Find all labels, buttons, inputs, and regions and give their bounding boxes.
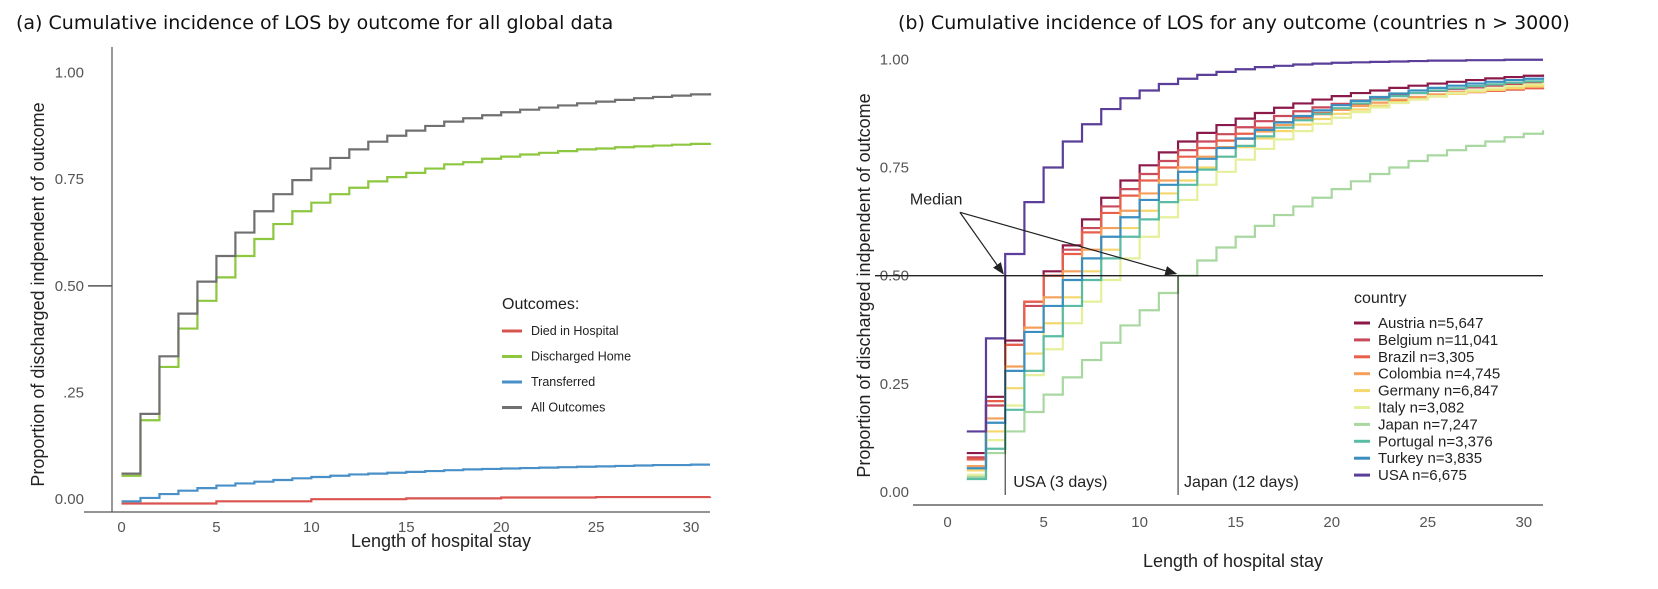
x-axis-title: Length of hospital stay	[351, 531, 531, 551]
x-tick-label: 20	[493, 519, 510, 536]
x-tick-label: 15	[398, 519, 415, 536]
y-tick-label: 1.00	[880, 51, 909, 68]
legend-label-germany-n-6-847: Germany n=6,847	[1378, 383, 1499, 400]
legend-title: Outcomes:	[502, 296, 579, 313]
y-tick-label: 0.00	[880, 484, 909, 501]
y-tick-label: 1.00	[55, 65, 84, 82]
series-line-usa-n-6-675	[966, 58, 1543, 433]
chart-a-title: (a) Cumulative incidence of LOS by outco…	[16, 12, 614, 34]
legend-label-usa-n-6-675: USA n=6,675	[1378, 467, 1467, 484]
y-tick-label: 0.25	[880, 376, 909, 393]
x-tick-label: 5	[1039, 514, 1047, 531]
legend-label-all-outcomes: All Outcomes	[531, 401, 605, 415]
legend-label-austria-n-5-647: Austria n=5,647	[1378, 315, 1484, 332]
legend-label-colombia-n-4-745: Colombia n=4,745	[1378, 366, 1500, 383]
x-tick-label: 25	[1419, 514, 1436, 531]
y-tick-label: .25	[63, 385, 84, 402]
legend-label-italy-n-3-082: Italy n=3,082	[1378, 400, 1464, 417]
x-tick-label: 0	[943, 514, 951, 531]
legend-label-died-in-hospital: Died in Hospital	[531, 324, 619, 338]
series-line-japan-n-7-247	[966, 130, 1545, 478]
series-line-died-in-hospital	[121, 495, 712, 505]
legend-title: country	[1354, 290, 1406, 307]
series-line-austria-n-5-647	[966, 74, 1545, 455]
x-tick-label: 15	[1227, 514, 1244, 531]
legend-label-japan-n-7-247: Japan n=7,247	[1378, 416, 1478, 433]
y-axis-title: Proportion of discharged indpendent of o…	[854, 93, 874, 477]
y-tick-label: 0.75	[55, 171, 84, 188]
x-tick-label: 30	[683, 519, 700, 536]
median-arrow-usa	[959, 211, 1004, 275]
median-arrow-japan	[959, 211, 1178, 276]
series-line-turkey-n-3-835	[966, 77, 1545, 470]
y-tick-label: 0.00	[55, 491, 84, 508]
series-line-discharged-home	[121, 142, 712, 477]
y-tick-label: 0.50	[55, 278, 84, 295]
legend-label-brazil-n-3-305: Brazil n=3,305	[1378, 349, 1474, 366]
x-tick-label: 20	[1323, 514, 1340, 531]
chart-b-title: (b) Cumulative incidence of LOS for any …	[898, 12, 1570, 34]
y-tick-label: 0.75	[880, 159, 909, 176]
japan-median-annotation: Japan (12 days)	[1184, 474, 1299, 491]
x-tick-label: 10	[303, 519, 320, 536]
x-tick-label: 10	[1131, 514, 1148, 531]
x-tick-label: 0	[117, 519, 125, 536]
median-annotation: Median	[910, 191, 962, 208]
series-line-all-outcomes	[121, 93, 712, 475]
x-axis-title: Length of hospital stay	[1143, 551, 1323, 571]
legend-label-portugal-n-3-376: Portugal n=3,376	[1378, 433, 1493, 450]
series-line-transferred	[121, 463, 710, 503]
x-tick-label: 5	[212, 519, 220, 536]
y-axis-title: Proportion of discharged indpendent of o…	[28, 102, 48, 486]
legend-label-turkey-n-3-835: Turkey n=3,835	[1378, 450, 1482, 467]
legend-label-belgium-n-11-041: Belgium n=11,041	[1378, 332, 1498, 349]
x-tick-label: 25	[588, 519, 605, 536]
chart-a: 0.00 .25 0.50 0.75 1.00 0 5 10 15 20 25 30 Length of…	[28, 47, 712, 551]
x-tick-label: 30	[1515, 514, 1532, 531]
usa-median-annotation: USA (3 days)	[1013, 474, 1107, 491]
legend-label-transferred: Transferred	[531, 375, 595, 389]
legend-label-discharged-home: Discharged Home	[531, 350, 631, 364]
